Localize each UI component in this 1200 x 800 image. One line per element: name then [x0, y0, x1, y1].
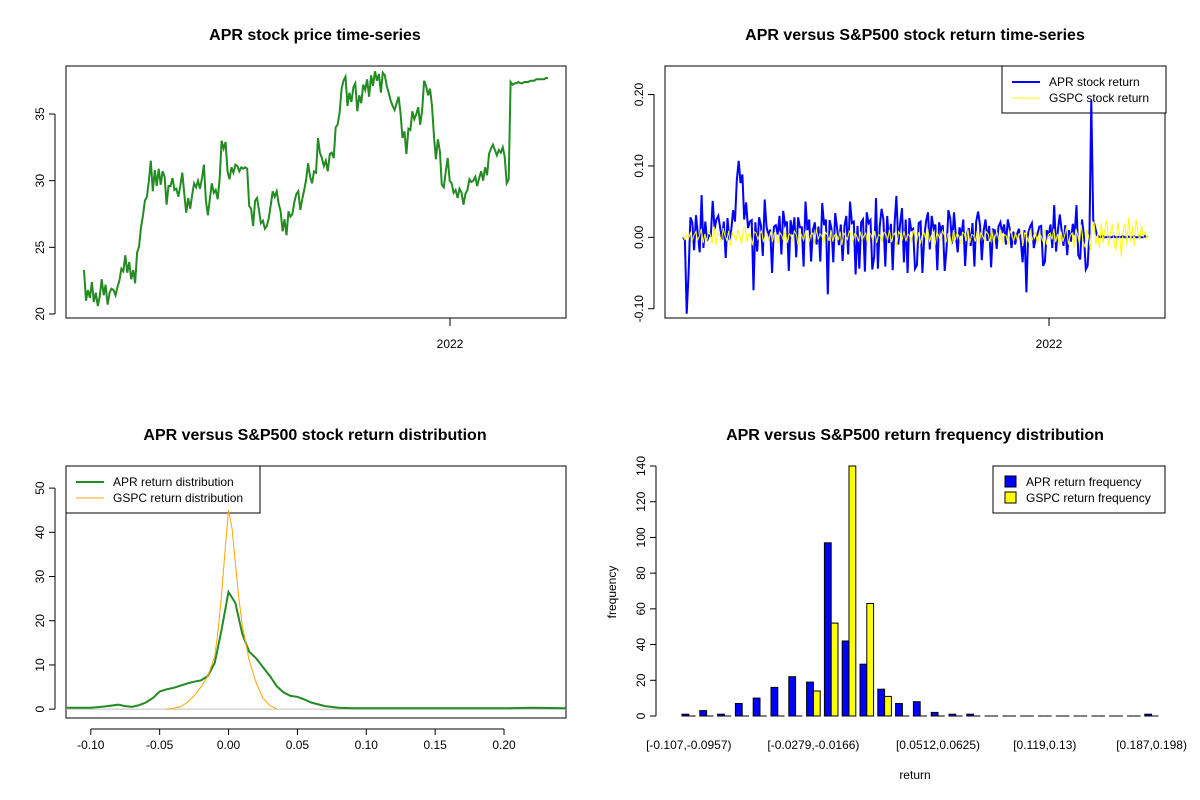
chart3-y-tick-label: 30 — [33, 570, 47, 584]
chart1-title: APR stock price time-series — [209, 27, 421, 44]
chart4-legend-label-apr: APR return frequency — [1026, 475, 1141, 489]
chart2-y-tick-label: 0.10 — [632, 154, 646, 178]
chart3-legend: APR return distribution GSPC return dist… — [65, 465, 261, 514]
chart4-legend-box — [992, 465, 1166, 514]
chart4-y-tick-label: 140 — [634, 456, 648, 476]
chart1-y-tick-label: 20 — [33, 307, 47, 321]
chart3-legend-label-gspc: GSPC return distribution — [113, 491, 243, 505]
chart4-legend-swatch-apr — [1004, 475, 1017, 488]
chart2-series-line-apr-return — [682, 100, 1148, 314]
chart2-legend-label-apr: APR stock return — [1049, 75, 1140, 89]
chart3-x-tick-label: 0.15 — [423, 738, 447, 752]
chart1-plot-box — [65, 65, 567, 319]
chart2-legend-box — [1001, 65, 1167, 114]
chart4-legend: APR return frequency GSPC return frequen… — [992, 465, 1166, 514]
chart2-y-tick-label: -0.10 — [632, 295, 646, 323]
chart4-bar-apr — [877, 688, 886, 717]
chart4-bar-gspc — [848, 465, 857, 717]
chart4-legend-swatch-gspc — [1004, 491, 1017, 504]
chart4-bar-apr — [912, 701, 921, 717]
chart-marks: 20 25 30 35 2022 -0.10 0.00 0.10 0.20 2022 0 10 20 30… — [33, 70, 1187, 752]
chart4-x-axis-label: return — [899, 768, 930, 782]
chart4-legend-label-gspc: GSPC return frequency — [1026, 491, 1151, 505]
chart1-x-tick-label: 2022 — [437, 337, 464, 351]
chart3-legend-box — [65, 465, 261, 514]
chart4-bar-apr — [752, 697, 761, 717]
chart2-title: APR versus S&P500 stock return time-seri… — [745, 27, 1085, 44]
chart4-x-tick-label: [-0.107,-0.0957) — [646, 738, 731, 752]
chart1-y-tick-label: 30 — [33, 174, 47, 188]
chart2-plot-box — [664, 65, 1166, 319]
chart4-x-tick-label: [-0.0279,-0.0166) — [767, 738, 859, 752]
chart4-bar-apr — [806, 681, 814, 717]
chart4-bar-apr — [823, 542, 832, 717]
chart4-bar-apr — [717, 713, 725, 717]
chart1-y-tick-label: 35 — [33, 107, 47, 121]
chart4-x-tick-label: [0.0512,0.0625) — [896, 738, 980, 752]
chart3-plot-box — [65, 465, 567, 719]
chart3-y-tick-label: 40 — [33, 525, 47, 539]
chart3-x-tick-label: 0.00 — [217, 738, 241, 752]
chart4-bar-apr — [966, 713, 975, 717]
chart4-bar-apr — [788, 676, 797, 717]
chart4-bar-apr — [948, 713, 957, 717]
chart2-series-line-gspc-return — [682, 217, 1148, 257]
chart4-title: APR versus S&P500 return frequency distr… — [726, 427, 1104, 444]
chart4-bar-apr — [770, 686, 779, 717]
chart4-bar-gspc — [830, 622, 839, 717]
chart3-title: APR versus S&P500 stock return distribut… — [143, 427, 486, 444]
chart4-bar-apr — [895, 703, 903, 717]
chart4-y-tick-label: 60 — [634, 602, 648, 616]
chart3-x-tick-label: -0.05 — [146, 738, 174, 752]
chart4-bar-gspc — [884, 695, 892, 717]
chart4-bar-gspc — [866, 603, 875, 717]
chart2-legend-label-gspc: GSPC stock return — [1049, 91, 1149, 105]
chart3-x-tick-label: 0.10 — [355, 738, 379, 752]
chart3-legend-label-apr: APR return distribution — [113, 475, 234, 489]
chart4-y-axis-label: frequency — [605, 566, 619, 619]
chart4-y-tick-label: 80 — [634, 566, 648, 580]
chart4-x-tick-label: [0.187,0.198) — [1116, 738, 1187, 752]
chart4-bar-apr — [841, 640, 850, 717]
chart4-y-tick-label: 100 — [634, 527, 648, 547]
chart3-y-tick-label: 20 — [33, 614, 47, 628]
chart4-y-tick-label: 0 — [634, 712, 648, 719]
chart2-legend: APR stock return GSPC stock return — [1001, 65, 1167, 114]
chart3-series-line-apr-density — [66, 589, 567, 710]
chart4-bar-apr — [1144, 713, 1153, 717]
chart4-x-tick-label: [0.119,0.13) — [1013, 738, 1076, 752]
chart4-bar-apr — [699, 710, 708, 717]
chart4-y-tick-label: 20 — [634, 673, 648, 687]
chart4-bar-apr — [681, 713, 690, 717]
chart2-y-tick-label: 0.20 — [632, 83, 646, 107]
chart4-y-tick-label: 120 — [634, 491, 648, 511]
chart2-y-tick-label: 0.00 — [632, 225, 646, 249]
chart3-series-line-gspc-density — [166, 510, 277, 710]
chart3-y-tick-label: 50 — [33, 481, 47, 495]
chart3-x-tick-label: 0.20 — [492, 738, 516, 752]
chart2-x-tick-label: 2022 — [1036, 337, 1063, 351]
chart3-y-tick-label: 10 — [33, 658, 47, 672]
chart3-x-tick-label: 0.05 — [286, 738, 310, 752]
chart4-bar-apr — [930, 711, 939, 717]
chart1-series-line-apr-price — [83, 70, 548, 307]
chart4-bar-apr — [859, 663, 868, 717]
chart3-x-tick-label: -0.10 — [77, 738, 105, 752]
chart4-bar-apr — [734, 703, 743, 717]
chart4-bar-gspc — [812, 690, 821, 717]
chart1-y-tick-label: 25 — [33, 240, 47, 254]
chart3-y-tick-label: 0 — [33, 706, 47, 713]
chart4-y-tick-label: 40 — [634, 638, 648, 652]
